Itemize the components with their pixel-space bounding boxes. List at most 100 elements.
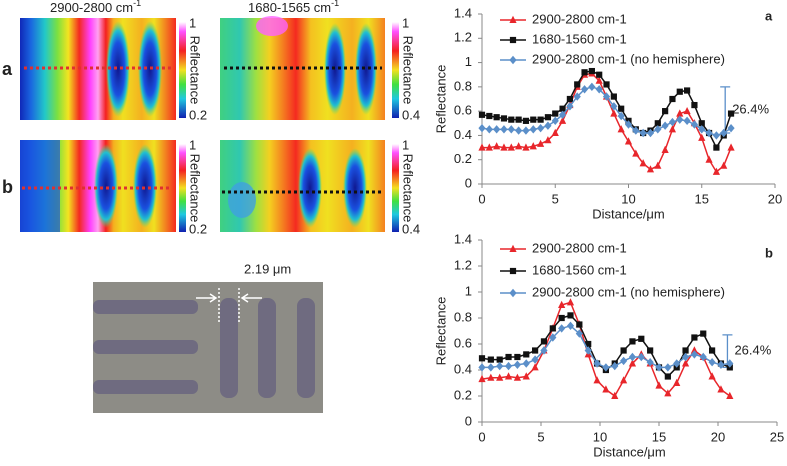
marker: [673, 378, 681, 386]
heatmap-low: [94, 144, 118, 228]
marker: [673, 359, 681, 368]
marker: [646, 128, 655, 138]
micrograph: 2.19 μm: [93, 261, 323, 413]
heatmap-header: 1680-1565 cm-1: [248, 0, 339, 15]
marker: [664, 389, 672, 397]
heatmap: [220, 16, 385, 120]
series-line: [482, 324, 730, 369]
colorbar: [392, 144, 399, 232]
y-tick-label: 1.4: [454, 5, 472, 20]
marker: [513, 373, 521, 381]
marker: [493, 125, 501, 134]
x-tick-label: 25: [770, 429, 784, 444]
y-tick-label: 0.2: [454, 151, 472, 166]
heatmap-low: [343, 148, 367, 228]
colorbar-max: 1: [189, 15, 196, 30]
marker: [646, 165, 655, 173]
x-tick-label: 10: [621, 191, 635, 206]
x-tick-label: 15: [652, 429, 666, 444]
x-tick-label: 20: [711, 429, 725, 444]
marker: [668, 125, 677, 133]
heatmap-low: [133, 144, 157, 228]
marker: [540, 338, 548, 345]
stripe: [93, 340, 198, 354]
legend-marker: [509, 288, 517, 298]
marker: [558, 110, 567, 119]
marker: [544, 136, 552, 144]
marker: [639, 159, 647, 167]
header-text: 1680-1565 cm: [248, 0, 331, 15]
marker: [513, 360, 521, 369]
heatmap-low: [228, 182, 256, 218]
marker: [522, 359, 530, 368]
marker: [654, 125, 662, 134]
marker: [708, 372, 716, 380]
y-tick-label: 0.4: [454, 361, 472, 376]
heatmap: [220, 140, 385, 232]
marker: [698, 133, 706, 141]
heatmap-low: [106, 21, 130, 117]
marker: [668, 117, 677, 127]
legend-marker: [509, 15, 517, 23]
marker: [593, 359, 601, 368]
marker: [691, 101, 698, 109]
marker: [496, 361, 504, 371]
marker: [515, 126, 523, 135]
marker: [567, 312, 574, 319]
marker: [654, 161, 662, 169]
heatmap-low: [298, 148, 322, 228]
marker: [690, 120, 699, 129]
colorbar-max: 1: [189, 137, 196, 152]
colorbar-min: 0.4: [402, 107, 420, 122]
colorbar-min: 0.2: [189, 107, 207, 122]
stripe: [258, 298, 276, 398]
marker: [632, 149, 640, 157]
marker: [529, 142, 537, 150]
marker: [507, 125, 515, 134]
colorbar-min: 0.4: [402, 221, 420, 236]
marker: [705, 128, 713, 138]
marker: [522, 372, 530, 380]
y-tick-label: 0.6: [454, 335, 472, 350]
marker: [575, 329, 583, 338]
marker: [487, 363, 495, 372]
marker: [505, 353, 512, 361]
marker: [595, 85, 603, 94]
marker: [617, 125, 625, 133]
marker: [727, 110, 735, 117]
marker: [500, 115, 508, 122]
marker: [629, 338, 636, 345]
marker: [504, 372, 513, 380]
marker: [602, 385, 610, 393]
legend-label: 2900-2800 cm-1 (no hemisphere): [532, 51, 725, 66]
marker: [559, 105, 566, 112]
marker: [610, 102, 618, 111]
marker: [683, 106, 691, 115]
y-tick-label: 1.2: [454, 257, 472, 272]
y-axis-label: Reflectance: [433, 65, 448, 134]
heatmap-low: [355, 23, 377, 115]
marker: [713, 144, 720, 151]
marker: [611, 361, 619, 371]
marker: [698, 120, 705, 127]
marker: [720, 128, 728, 138]
colorbar-label: Reflectance: [188, 154, 203, 223]
y-tick-label: 0.8: [454, 78, 472, 93]
header-text: 2900-2800 cm: [50, 0, 133, 15]
marker: [681, 352, 690, 362]
marker: [705, 155, 713, 163]
line-chart: 0 0.2 0.4 0.6 0.8 1 1.2 1.4 0 5 10 15 20 Distance/μm R…: [433, 5, 782, 221]
marker: [700, 330, 707, 337]
colorbar: [179, 22, 186, 118]
marker: [551, 128, 559, 136]
legend-marker: [509, 267, 517, 275]
series-line: [481, 301, 731, 398]
marker: [537, 123, 545, 133]
marker: [682, 347, 689, 354]
x-tick-label: 15: [695, 191, 709, 206]
y-tick-label: 0: [465, 175, 472, 190]
marker: [531, 363, 539, 371]
marker: [639, 128, 647, 138]
marker: [558, 300, 566, 308]
marker: [628, 352, 637, 362]
